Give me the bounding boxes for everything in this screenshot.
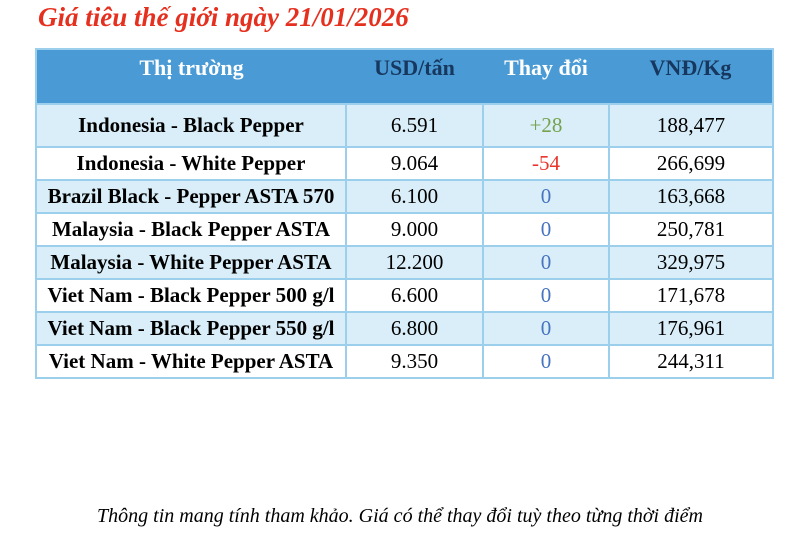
change-cell: -54 [482, 146, 610, 181]
change-cell: 0 [482, 212, 610, 247]
change-cell: +28 [482, 103, 610, 148]
table-body: Indonesia - Black Pepper 6.591 +28 188,4… [35, 103, 774, 379]
market-cell: Malaysia - Black Pepper ASTA [35, 212, 347, 247]
vnd-price-cell: 188,477 [608, 103, 774, 148]
usd-price-cell: 9.000 [345, 212, 484, 247]
table-header: Thị trường USD/tấn Thay đổi VNĐ/Kg [36, 49, 773, 104]
vnd-price-cell: 176,961 [608, 311, 774, 346]
change-cell: 0 [482, 278, 610, 313]
vnd-price-cell: 163,668 [608, 179, 774, 214]
table-row: Viet Nam - Black Pepper 500 g/l 6.600 0 … [35, 278, 774, 313]
table-row: Malaysia - White Pepper ASTA 12.200 0 32… [35, 245, 774, 280]
market-cell: Brazil Black - Pepper ASTA 570 [35, 179, 347, 214]
vnd-price-cell: 329,975 [608, 245, 774, 280]
change-cell: 0 [482, 311, 610, 346]
usd-price-cell: 9.064 [345, 146, 484, 181]
vnd-price-cell: 244,311 [608, 344, 774, 379]
column-header-change: Thay đổi [483, 49, 609, 104]
usd-price-cell: 6.591 [345, 103, 484, 148]
vnd-price-cell: 250,781 [608, 212, 774, 247]
usd-price-cell: 9.350 [345, 344, 484, 379]
column-header-market: Thị trường [36, 49, 346, 104]
market-cell: Malaysia - White Pepper ASTA [35, 245, 347, 280]
usd-price-cell: 6.800 [345, 311, 484, 346]
table-row: Viet Nam - Black Pepper 550 g/l 6.800 0 … [35, 311, 774, 346]
change-cell: 0 [482, 344, 610, 379]
column-header-vnd: VNĐ/Kg [609, 49, 773, 104]
market-cell: Viet Nam - Black Pepper 550 g/l [35, 311, 347, 346]
change-cell: 0 [482, 179, 610, 214]
market-cell: Indonesia - Black Pepper [35, 103, 347, 148]
vnd-price-cell: 266,699 [608, 146, 774, 181]
market-cell: Viet Nam - White Pepper ASTA [35, 344, 347, 379]
header-row: Thị trường USD/tấn Thay đổi VNĐ/Kg [36, 49, 773, 104]
usd-price-cell: 12.200 [345, 245, 484, 280]
page-title: Giá tiêu thế giới ngày 21/01/2026 [38, 2, 409, 32]
market-cell: Viet Nam - Black Pepper 500 g/l [35, 278, 347, 313]
column-header-usd: USD/tấn [346, 49, 483, 104]
pepper-price-table: Thị trường USD/tấn Thay đổi VNĐ/Kg Indon… [35, 48, 774, 379]
change-cell: 0 [482, 245, 610, 280]
usd-price-cell: 6.600 [345, 278, 484, 313]
usd-price-cell: 6.100 [345, 179, 484, 214]
table-row: Viet Nam - White Pepper ASTA 9.350 0 244… [35, 344, 774, 379]
table-row: Malaysia - Black Pepper ASTA 9.000 0 250… [35, 212, 774, 247]
table-row: Indonesia - White Pepper 9.064 -54 266,6… [35, 146, 774, 181]
table-row: Brazil Black - Pepper ASTA 570 6.100 0 1… [35, 179, 774, 214]
disclaimer-note: Thông tin mang tính tham khảo. Giá có th… [97, 505, 703, 527]
table-row: Indonesia - Black Pepper 6.591 +28 188,4… [35, 103, 774, 148]
market-cell: Indonesia - White Pepper [35, 146, 347, 181]
vnd-price-cell: 171,678 [608, 278, 774, 313]
